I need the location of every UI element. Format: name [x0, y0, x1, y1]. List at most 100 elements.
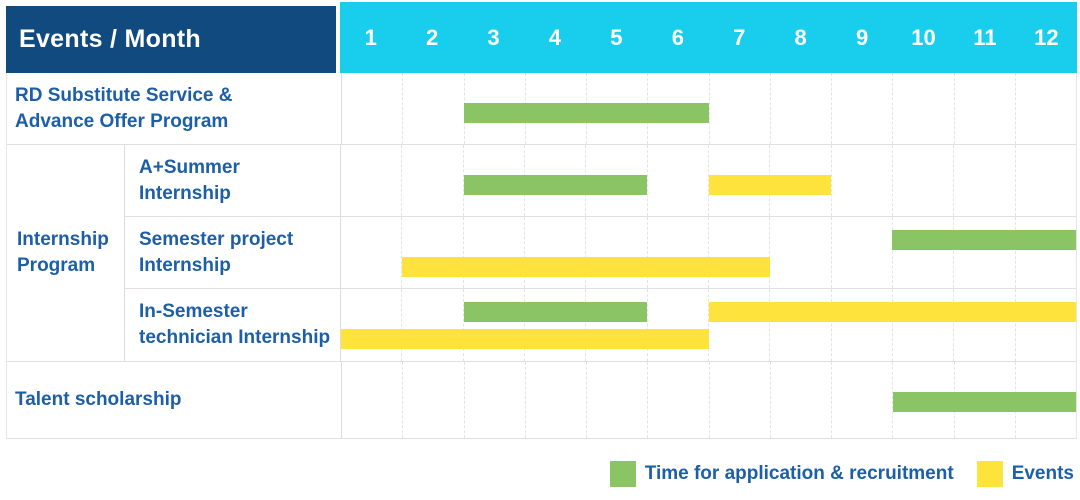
month-grid-cell — [710, 73, 771, 144]
month-grid-cell — [832, 289, 893, 361]
month-grid-cell — [464, 217, 525, 288]
table-header-row: Events / Month 1 2 3 4 5 6 7 8 9 10 11 12 — [6, 2, 1077, 73]
month-grid-cell — [648, 362, 710, 438]
green-bar — [463, 175, 648, 195]
month-grid-cell — [402, 145, 464, 216]
month-grid-cell — [648, 145, 709, 216]
month-header-8: 8 — [794, 24, 807, 50]
month-grid-cell — [648, 217, 709, 288]
month-grid-cell — [1016, 217, 1076, 288]
month-grid-cell — [341, 289, 403, 361]
month-grid-cell — [341, 145, 403, 216]
month-grid-cell — [771, 73, 832, 144]
month-grid-cell — [648, 73, 710, 144]
row-timeline — [340, 289, 1076, 361]
month-grid-cell — [771, 362, 832, 438]
month-grid-cell — [586, 217, 648, 288]
month-grid-cell — [342, 362, 404, 438]
row-label: In-Semester technician Internship — [139, 301, 331, 348]
month-grid-cell — [893, 145, 955, 216]
legend-yellow-swatch — [976, 461, 1003, 487]
month-gridlines — [341, 289, 1076, 361]
gantt-body: RD Substitute Service & Advance Offer Pr… — [6, 73, 1077, 439]
row-label: Talent scholarship — [15, 389, 182, 410]
table-row-a-summer-internship: A+Summer Internship — [125, 145, 1076, 217]
month-grid-cell — [465, 362, 526, 438]
month-grid-cell — [1016, 289, 1076, 361]
month-grid-cell — [770, 289, 832, 361]
yellow-bar — [341, 329, 709, 349]
row-label: RD Substitute Service & Advance Offer Pr… — [15, 84, 233, 132]
month-grid-cell — [893, 73, 955, 144]
month-grid-cell — [525, 289, 587, 361]
month-header-11: 11 — [973, 24, 997, 50]
month-grid-cell — [525, 217, 587, 288]
month-grid-cell — [526, 362, 587, 438]
legend-label-yellow: Events — [1011, 463, 1074, 484]
month-grid-cell — [832, 145, 893, 216]
month-header-row: 1 2 3 4 5 6 7 8 9 10 11 12 — [340, 2, 1077, 73]
month-grid-cell — [832, 362, 894, 438]
table-row-in-semester-technician-internship: In-Semester technician Internship — [125, 289, 1076, 361]
month-header-2: 2 — [426, 24, 439, 50]
month-grid-cell — [1016, 73, 1076, 144]
table-row-rd-substitute-service-advance-offer-program: RD Substitute Service & Advance Offer Pr… — [7, 73, 1076, 145]
month-header-7: 7 — [733, 24, 746, 50]
legend-item-green: Time for application & recruitment — [609, 461, 954, 487]
row-label: Semester project Internship — [139, 228, 294, 276]
month-grid-cell — [403, 362, 465, 438]
month-grid-cell — [954, 217, 1016, 288]
legend: Time for application & recruitment Events — [0, 461, 1077, 487]
group-sub-rows: A+Summer Internship Semester project Inte… — [125, 145, 1076, 361]
month-grid-cell — [402, 217, 464, 288]
month-grid-cell — [770, 145, 832, 216]
row-timeline — [341, 73, 1076, 144]
month-grid-cell — [832, 217, 893, 288]
month-header-5: 5 — [610, 24, 623, 50]
month-grid-cell — [1016, 145, 1076, 216]
month-grid-cell — [709, 217, 771, 288]
month-grid-cell — [648, 289, 709, 361]
yellow-bar — [402, 257, 770, 277]
month-header-4: 4 — [548, 24, 562, 50]
table-row-semester-project-internship: Semester project Internship — [125, 217, 1076, 289]
month-grid-cell — [770, 217, 832, 288]
month-grid-cell — [709, 289, 771, 361]
corner-header-label: Events / Month — [19, 25, 201, 53]
gantt-table: Events / Month 1 2 3 4 5 6 7 8 9 10 11 12 RD Substi… — [6, 2, 1077, 439]
month-grid-cell — [403, 73, 465, 144]
legend-item-yellow: Events — [976, 461, 1074, 487]
month-grid-cell — [893, 217, 955, 288]
green-bar — [892, 230, 1076, 250]
month-header-10: 10 — [911, 24, 936, 50]
month-grid-cell — [402, 289, 464, 361]
table-corner-header: Events / Month — [6, 6, 336, 73]
month-header-3: 3 — [487, 24, 500, 50]
table-row-talent-scholarship: Talent scholarship — [7, 362, 1076, 439]
month-header-1: 1 — [364, 24, 377, 50]
month-grid-cell — [587, 362, 649, 438]
month-grid-cell — [832, 73, 894, 144]
month-grid-cell — [955, 73, 1016, 144]
month-grid-cell — [710, 362, 771, 438]
month-grid-cell — [954, 145, 1016, 216]
month-gridlines — [341, 217, 1076, 288]
green-bar — [463, 302, 648, 322]
month-grid-cell — [342, 73, 404, 144]
month-grid-cell — [586, 289, 648, 361]
month-grid-cell — [341, 217, 403, 288]
row-group-internship-program: Internship Program A+Summer Internship Sem… — [7, 145, 1076, 362]
month-gridlines — [342, 73, 1076, 144]
group-label: Internship Program — [7, 145, 125, 361]
yellow-bar — [708, 302, 1076, 322]
green-bar — [464, 103, 709, 123]
green-bar — [892, 392, 1076, 412]
month-header-9: 9 — [855, 24, 869, 50]
month-header-12: 12 — [1034, 24, 1059, 50]
legend-label-green: Time for application & recruitment — [644, 463, 954, 484]
month-grid-cell — [954, 289, 1016, 361]
legend-green-swatch — [609, 461, 636, 487]
month-grid-cell — [464, 289, 525, 361]
row-label: A+Summer Internship — [139, 156, 240, 204]
month-header-6: 6 — [671, 24, 684, 50]
